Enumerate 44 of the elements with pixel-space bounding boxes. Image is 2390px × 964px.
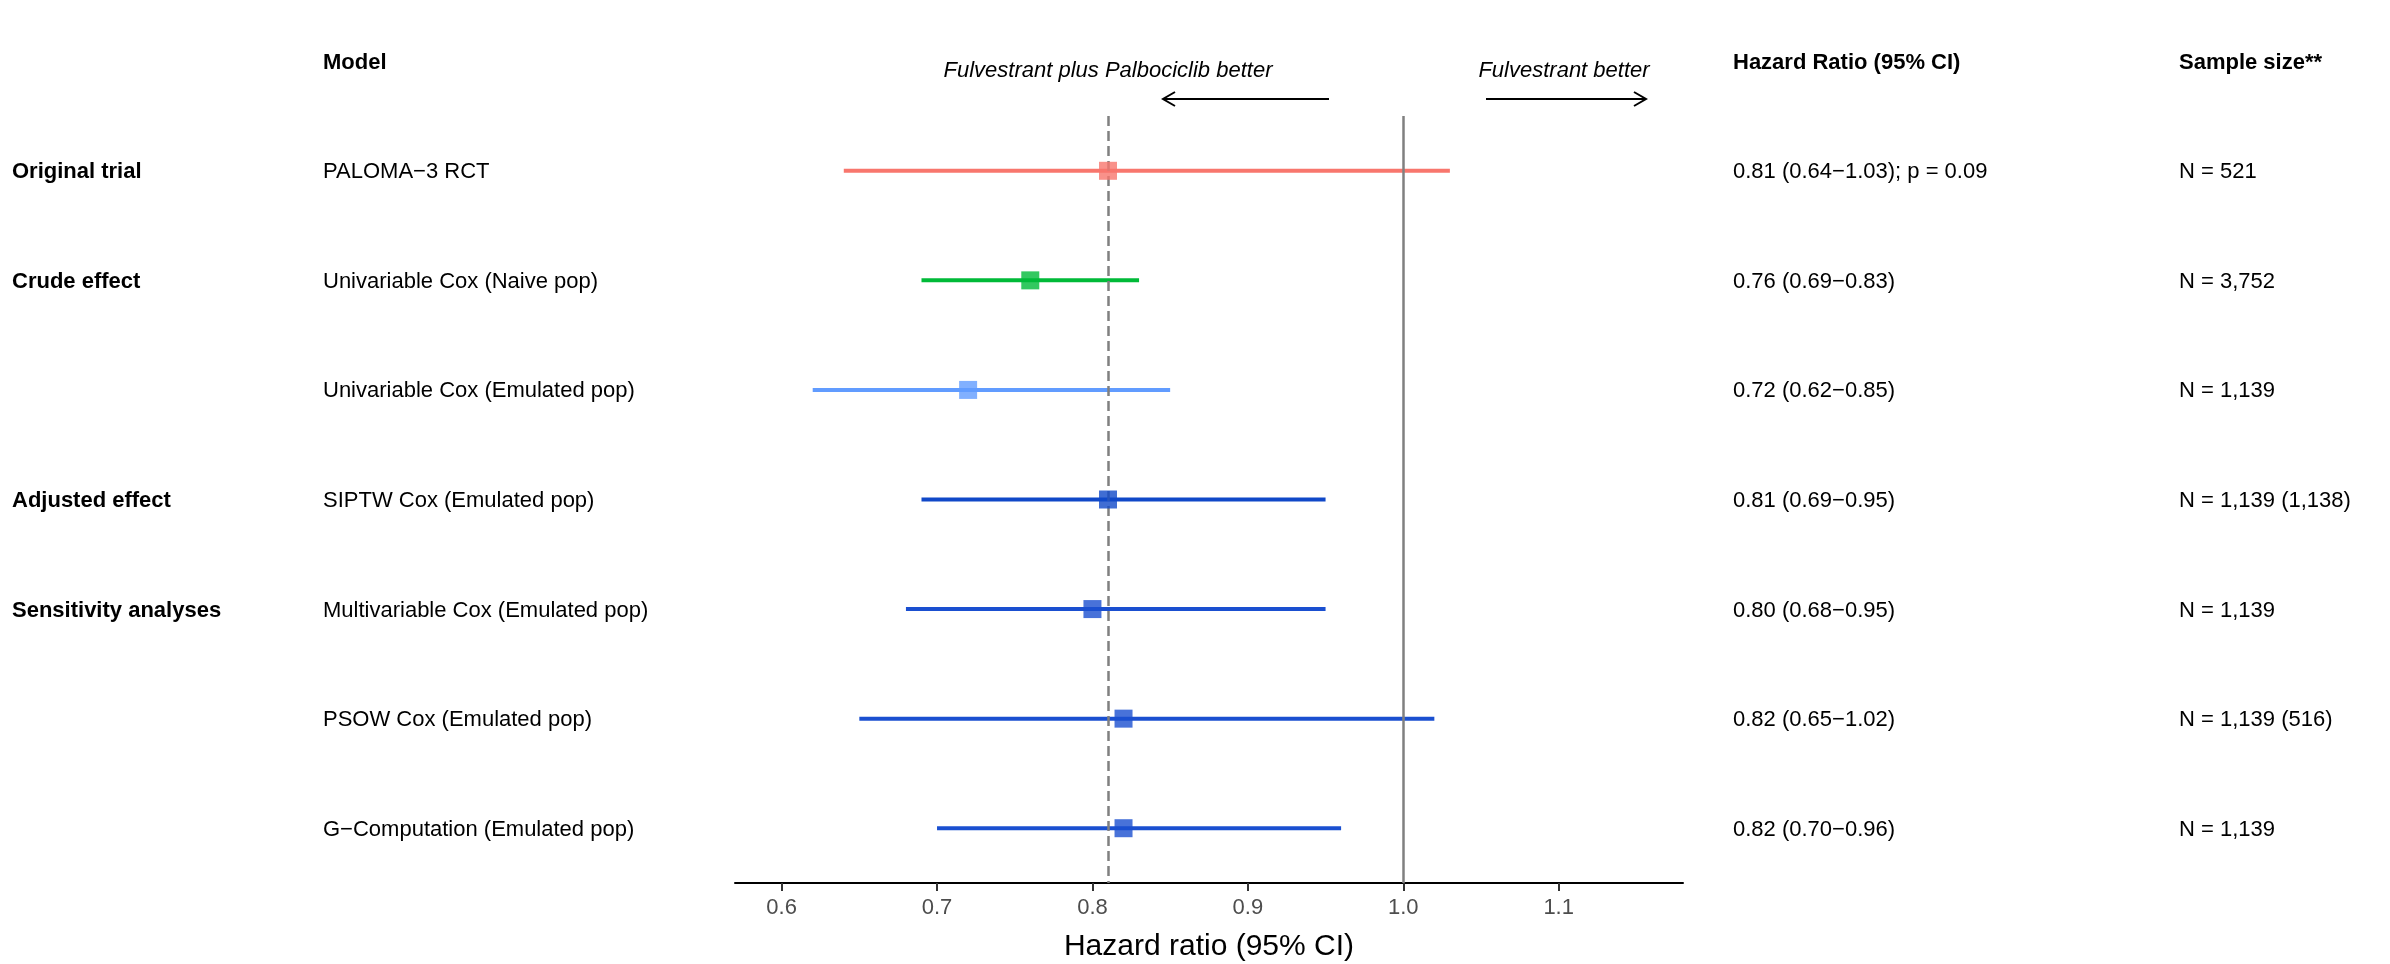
- text: Hazard Ratio (95% CI): [1733, 48, 1961, 74]
- text: 0.76 (0.69−0.83): [1733, 267, 1896, 293]
- point: [959, 380, 978, 399]
- y-tick-label: PSOW Cox (Emulated pop): [323, 706, 592, 732]
- text: 0.81 (0.69−0.95): [1733, 487, 1896, 512]
- point: [1083, 600, 1102, 619]
- x-tick-label: 0.8: [1077, 893, 1108, 919]
- y-tick-label: Univariable Cox (Emulated pop): [323, 377, 635, 403]
- point: [1021, 271, 1040, 290]
- text: 0.82 (0.70−0.96): [1733, 815, 1896, 841]
- x-tick-label: 0.6: [766, 893, 797, 919]
- text: N = 1,139: [2179, 815, 2276, 841]
- x-tick-label: 0.9: [1232, 893, 1264, 919]
- point: [1098, 490, 1117, 509]
- y-tick-label: Univariable Cox (Naive pop): [323, 267, 599, 293]
- text: Fulvestrant plus Palbociclib better: [943, 56, 1275, 82]
- point: [1098, 161, 1117, 180]
- text: Adjusted effect: [12, 487, 172, 512]
- text: Original trial: [12, 158, 142, 184]
- point: [1114, 709, 1133, 728]
- y-tick-label: SIPTW Cox (Emulated pop): [323, 487, 595, 512]
- text: N = 521: [2179, 158, 2257, 184]
- text: Fulvestrant better: [1478, 56, 1652, 82]
- text: Sample size**: [2179, 48, 2323, 74]
- text: N = 1,139: [2179, 596, 2276, 622]
- x-tick-label: 1.0: [1387, 893, 1419, 919]
- point: [1114, 819, 1133, 838]
- y-tick-label: Multivariable Cox (Emulated pop): [323, 596, 649, 622]
- text: N = 1,139 (1,138): [2179, 487, 2351, 512]
- x-axis-title: Hazard ratio (95% CI): [1063, 927, 1355, 961]
- x-tick-label: 1.1: [1543, 893, 1574, 919]
- text: 0.81 (0.64−1.03); p = 0.09: [1733, 158, 1988, 184]
- y-tick-label: G−Computation (Emulated pop): [323, 815, 635, 841]
- text: 0.80 (0.68−0.95): [1733, 596, 1896, 622]
- text: N = 1,139 (516): [2179, 706, 2333, 732]
- x-tick-label: 0.7: [921, 893, 953, 919]
- text: N = 1,139: [2179, 377, 2276, 403]
- text: 0.82 (0.65−1.02): [1733, 706, 1896, 732]
- text: 0.72 (0.62−0.85): [1733, 377, 1896, 403]
- text: Model: [323, 48, 387, 74]
- text: Sensitivity analyses: [12, 596, 222, 622]
- text: N = 3,752: [2179, 267, 2276, 293]
- text: Crude effect: [12, 267, 142, 293]
- y-tick-label: PALOMA−3 RCT: [323, 158, 490, 184]
